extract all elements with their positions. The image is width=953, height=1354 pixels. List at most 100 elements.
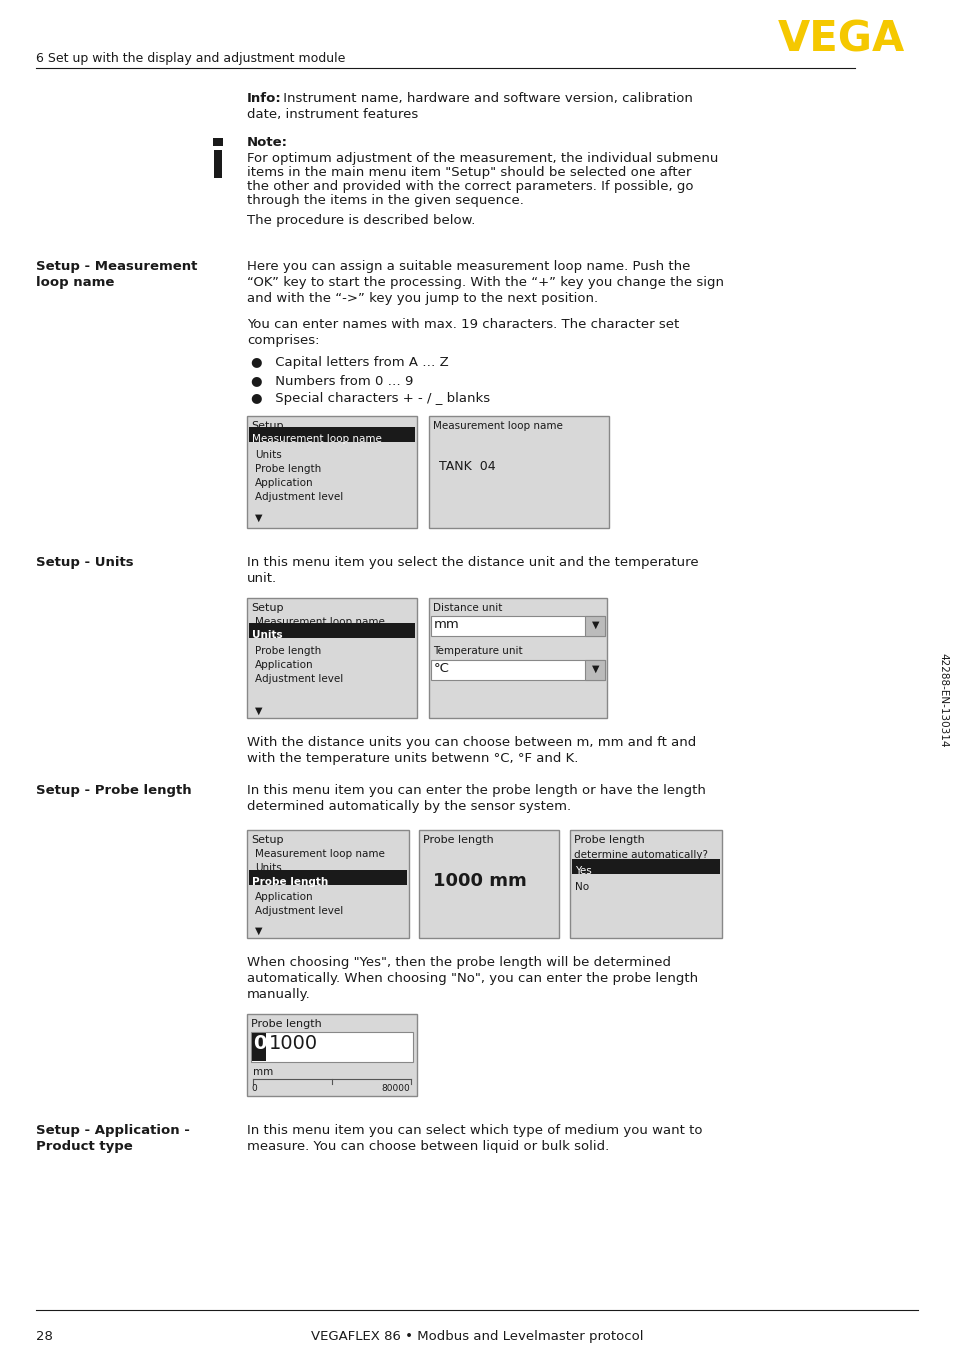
Text: Setup: Setup [251,835,283,845]
Bar [572,858,720,873]
Text: ▼: ▼ [254,513,262,523]
Text: Adjustment level: Adjustment level [254,906,343,917]
Text: Adjustment level: Adjustment level [254,492,343,502]
Text: VEGAFLEX 86 • Modbus and Levelmaster protocol: VEGAFLEX 86 • Modbus and Levelmaster pro… [311,1330,642,1343]
Bar [569,830,721,938]
Text: Probe length: Probe length [422,835,494,845]
Text: TANK  04: TANK 04 [438,460,496,473]
Text: Distance unit: Distance unit [433,603,502,613]
Bar [252,1033,266,1062]
Bar [431,616,604,636]
Bar [431,659,604,680]
Text: Probe length: Probe length [252,877,328,887]
Text: 6 Set up with the display and adjustment module: 6 Set up with the display and adjustment… [36,51,345,65]
Bar [249,871,407,886]
Text: Setup - Probe length: Setup - Probe length [36,784,192,798]
Text: 42288-EN-130314: 42288-EN-130314 [937,653,947,747]
Text: Setup: Setup [251,603,283,613]
Text: with the temperature units betwenn °C, °F and K.: with the temperature units betwenn °C, °… [247,751,578,765]
Text: Setup - Units: Setup - Units [36,556,133,569]
Bar [429,416,608,528]
Bar [249,623,415,638]
Text: determine automatically?: determine automatically? [574,850,707,860]
Text: automatically. When choosing "No", you can enter the probe length: automatically. When choosing "No", you c… [247,972,698,984]
Text: 1000: 1000 [269,1034,317,1053]
Text: and with the “->” key you jump to the next position.: and with the “->” key you jump to the ne… [247,292,598,305]
Text: items in the main menu item "Setup" should be selected one after: items in the main menu item "Setup" shou… [247,167,691,179]
Text: Probe length: Probe length [254,646,321,655]
Bar [247,598,416,718]
Text: 1000 mm: 1000 mm [433,872,526,890]
Text: Measurement loop name: Measurement loop name [254,849,384,858]
Text: ▼: ▼ [254,705,262,716]
Text: mm: mm [434,617,459,631]
Text: Instrument name, hardware and software version, calibration: Instrument name, hardware and software v… [278,92,692,106]
Text: Setup - Measurement: Setup - Measurement [36,260,197,274]
Text: 80000: 80000 [380,1085,410,1093]
Text: Note:: Note: [247,135,288,149]
Bar [249,427,415,441]
Text: Application: Application [254,892,314,902]
Text: Units: Units [254,450,281,460]
Text: Measurement loop name: Measurement loop name [433,421,562,431]
Text: With the distance units you can choose between m, mm and ft and: With the distance units you can choose b… [247,737,696,749]
Text: manually.: manually. [247,988,311,1001]
Text: No: No [575,881,589,892]
Text: Probe length: Probe length [251,1020,321,1029]
Text: measure. You can choose between liquid or bulk solid.: measure. You can choose between liquid o… [247,1140,609,1154]
Bar [213,150,222,177]
Text: In this menu item you can select which type of medium you want to: In this menu item you can select which t… [247,1124,701,1137]
Text: °C: °C [434,662,450,676]
Text: Yes: Yes [575,867,591,876]
Text: Info:: Info: [247,92,281,106]
Text: ▼: ▼ [254,926,262,936]
Bar [418,830,558,938]
Bar [247,1014,416,1095]
Bar [213,138,223,146]
Bar [584,659,604,680]
Text: date, instrument features: date, instrument features [247,108,417,121]
Text: Units: Units [254,862,281,873]
Text: VEGA: VEGA [777,18,904,60]
Text: ▼: ▼ [592,663,598,674]
Text: Measurement loop name: Measurement loop name [252,435,381,444]
Text: Application: Application [254,478,314,487]
Text: In this menu item you select the distance unit and the temperature: In this menu item you select the distanc… [247,556,698,569]
Text: determined automatically by the sensor system.: determined automatically by the sensor s… [247,800,571,812]
Text: the other and provided with the correct parameters. If possible, go: the other and provided with the correct … [247,180,693,194]
Text: unit.: unit. [247,571,276,585]
Text: through the items in the given sequence.: through the items in the given sequence. [247,194,523,207]
Bar [584,616,604,636]
Text: “OK” key to start the processing. With the “+” key you change the sign: “OK” key to start the processing. With t… [247,276,723,288]
Text: For optimum adjustment of the measurement, the individual submenu: For optimum adjustment of the measuremen… [247,152,718,165]
Text: ▼: ▼ [592,620,598,630]
Text: Units: Units [252,630,282,640]
Text: 28: 28 [36,1330,52,1343]
Text: Temperature unit: Temperature unit [433,646,522,655]
Text: 0: 0 [251,1085,256,1093]
Text: Probe length: Probe length [254,464,321,474]
Bar [251,1032,413,1062]
Text: ●   Numbers from 0 … 9: ● Numbers from 0 … 9 [251,374,413,387]
Text: comprises:: comprises: [247,334,319,347]
Text: Product type: Product type [36,1140,132,1154]
Text: ●   Capital letters from A … Z: ● Capital letters from A … Z [251,356,448,370]
Bar [429,598,606,718]
Text: Measurement loop name: Measurement loop name [254,617,384,627]
Text: Application: Application [254,659,314,670]
Bar [247,830,409,938]
Text: Adjustment level: Adjustment level [254,674,343,684]
Text: When choosing "Yes", then the probe length will be determined: When choosing "Yes", then the probe leng… [247,956,670,969]
Text: Here you can assign a suitable measurement loop name. Push the: Here you can assign a suitable measureme… [247,260,690,274]
Text: ●   Special characters + - / _ blanks: ● Special characters + - / _ blanks [251,393,490,405]
Text: loop name: loop name [36,276,114,288]
Bar [247,416,416,528]
Text: mm: mm [253,1067,273,1076]
Text: 0: 0 [253,1034,266,1053]
Text: Setup - Application -: Setup - Application - [36,1124,190,1137]
Text: Setup: Setup [251,421,283,431]
Text: The procedure is described below.: The procedure is described below. [247,214,475,227]
Text: In this menu item you can enter the probe length or have the length: In this menu item you can enter the prob… [247,784,705,798]
Text: Probe length: Probe length [574,835,644,845]
Text: You can enter names with max. 19 characters. The character set: You can enter names with max. 19 charact… [247,318,679,330]
